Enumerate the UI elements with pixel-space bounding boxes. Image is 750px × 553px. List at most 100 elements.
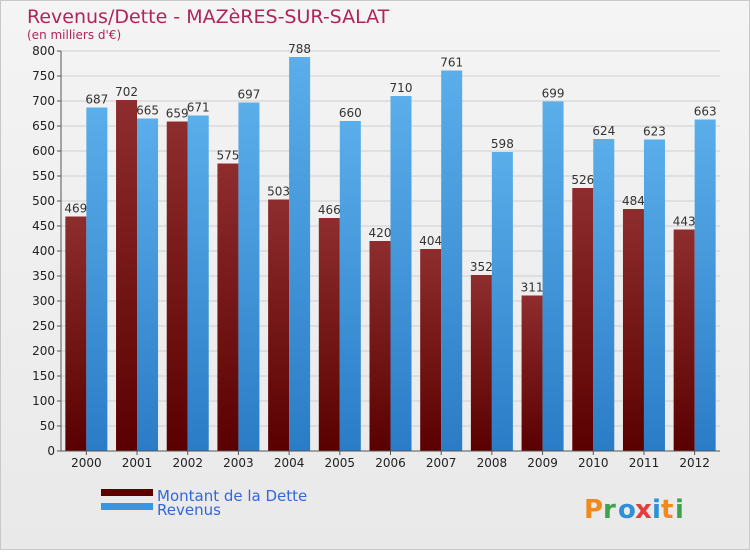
x-tick-label: 2000 <box>71 456 102 470</box>
x-tick-label: 2010 <box>578 456 609 470</box>
x-axis: 2000 2001 2002 2003 2004 2005 2006 2007 2008 2009… <box>61 450 720 470</box>
data-label-revenus: 598 <box>491 137 514 151</box>
y-tick-label: 650 <box>32 119 55 133</box>
x-tick-label: 2006 <box>375 456 406 470</box>
bar-revenus <box>137 118 159 451</box>
data-label-debt: 420 <box>369 226 392 240</box>
data-label-revenus: 710 <box>390 81 413 95</box>
data-label-debt: 311 <box>521 281 544 295</box>
bar-debt <box>521 295 543 451</box>
bar-debt <box>470 275 492 451</box>
chart-subtitle: (en milliers d'€) <box>27 28 121 42</box>
y-tick-label: 50 <box>40 419 55 433</box>
svg-text:r: r <box>603 495 616 525</box>
data-label-revenus: 624 <box>592 124 615 138</box>
data-label-revenus: 687 <box>85 93 108 107</box>
data-label-debt: 484 <box>622 194 645 208</box>
y-tick-label: 700 <box>32 94 55 108</box>
y-tick-label: 0 <box>47 444 55 458</box>
data-label-revenus: 699 <box>542 87 565 101</box>
bar-revenus <box>187 115 209 451</box>
bar-debt <box>217 163 239 451</box>
bar-debt <box>420 249 442 451</box>
y-tick-label: 600 <box>32 144 55 158</box>
bar-revenus <box>238 102 260 451</box>
data-label-revenus: 697 <box>237 88 260 102</box>
bar-revenus <box>593 139 615 451</box>
y-tick-label: 500 <box>32 194 55 208</box>
data-label-debt: 526 <box>571 173 594 187</box>
data-label-revenus: 623 <box>643 125 666 139</box>
bar-debt <box>369 241 391 451</box>
x-tick-label: 2003 <box>223 456 254 470</box>
svg-text:t: t <box>661 495 673 525</box>
y-tick-label: 450 <box>32 219 55 233</box>
x-tick-label: 2012 <box>679 456 710 470</box>
proxiti-logo: P r o x i t i <box>584 495 684 525</box>
svg-text:i: i <box>652 495 661 525</box>
x-tick-label: 2001 <box>122 456 153 470</box>
x-tick-label: 2009 <box>527 456 558 470</box>
x-tick-label: 2008 <box>477 456 508 470</box>
data-label-debt: 443 <box>673 215 696 229</box>
bar-debt <box>622 209 644 451</box>
svg-text:x: x <box>635 495 652 525</box>
y-tick-label: 550 <box>32 169 55 183</box>
x-tick-label: 2007 <box>426 456 457 470</box>
data-label-debt: 466 <box>318 203 341 217</box>
bar-debt <box>268 199 290 451</box>
x-tick-label: 2011 <box>629 456 660 470</box>
data-label-debt: 702 <box>115 85 138 99</box>
data-label-debt: 352 <box>470 260 493 274</box>
bar-debt <box>673 229 695 451</box>
data-label-revenus: 671 <box>187 101 210 115</box>
bar-debt <box>65 216 87 451</box>
svg-text:o: o <box>618 495 636 525</box>
data-label-revenus: 665 <box>136 104 159 118</box>
bar-revenus <box>339 121 361 451</box>
data-label-revenus: 660 <box>339 106 362 120</box>
bar-revenus <box>643 139 665 451</box>
y-axis: 0 50 100 150 200 250 300 350 400 450 500 550 600 650 7… <box>32 44 62 458</box>
bar-revenus <box>289 57 311 451</box>
y-tick-label: 350 <box>32 269 55 283</box>
legend-swatch-revenus <box>101 503 153 510</box>
y-tick-label: 750 <box>32 69 55 83</box>
data-label-debt: 575 <box>216 149 239 163</box>
bar-debt <box>116 100 138 451</box>
data-label-debt: 404 <box>419 234 442 248</box>
data-label-debt: 503 <box>267 185 290 199</box>
data-label-revenus: 788 <box>288 42 311 56</box>
bar-revenus <box>542 101 564 451</box>
bar-debt <box>166 121 188 451</box>
data-label-revenus: 663 <box>694 105 717 119</box>
y-tick-label: 200 <box>32 344 55 358</box>
data-label-debt: 469 <box>64 202 87 216</box>
x-tick-label: 2002 <box>172 456 203 470</box>
bar-revenus <box>441 70 463 451</box>
y-tick-label: 100 <box>32 394 55 408</box>
legend: Montant de la Dette Revenus <box>101 487 307 519</box>
legend-label-debt: Montant de la Dette <box>157 487 307 505</box>
x-tick-label: 2004 <box>274 456 305 470</box>
chart-title: Revenus/Dette - MAZèRES-SUR-SALAT <box>27 6 390 28</box>
bar-debt <box>572 188 594 451</box>
x-tick-label: 2005 <box>325 456 356 470</box>
y-tick-label: 300 <box>32 294 55 308</box>
data-label-debt: 659 <box>166 107 189 121</box>
bar-revenus <box>390 96 412 451</box>
bar-revenus <box>491 152 513 451</box>
y-tick-label: 250 <box>32 319 55 333</box>
y-tick-label: 400 <box>32 244 55 258</box>
y-tick-label: 800 <box>32 44 55 58</box>
bar-revenus <box>694 119 716 451</box>
svg-text:P: P <box>584 495 603 525</box>
bar-revenus <box>86 107 108 451</box>
bar-debt <box>318 218 340 451</box>
y-tick-label: 150 <box>32 369 55 383</box>
legend-label-revenus: Revenus <box>157 501 221 519</box>
data-label-revenus: 761 <box>440 56 463 70</box>
